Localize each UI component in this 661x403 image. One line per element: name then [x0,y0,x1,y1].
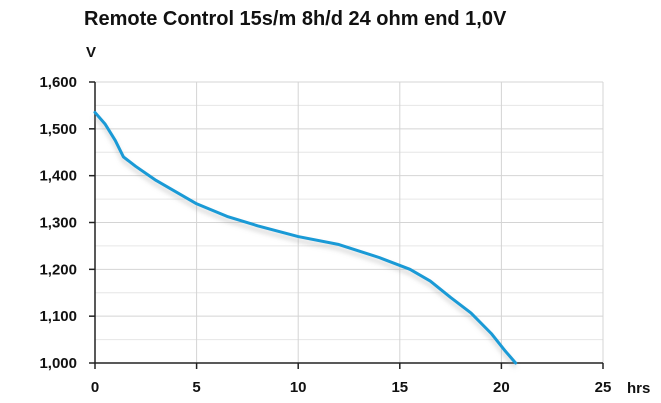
x-tick-label: 0 [91,379,99,396]
series-line [93,110,518,365]
y-axis-title: V [86,44,96,61]
series-layer [93,110,518,368]
x-tick-label: 10 [290,379,307,396]
x-axis-title: hrs [627,380,650,397]
y-tick-label: 1,100 [39,308,77,325]
x-tick-label: 5 [192,379,200,396]
y-tick-label: 1,600 [39,74,77,91]
x-tick-label: 15 [391,379,408,396]
grid [95,81,604,363]
series-line-shadow [93,115,517,368]
y-tick-label: 1,400 [39,168,77,185]
x-tick-label: 25 [595,379,612,396]
tick-labels: 1,000 1,100 1,200 1,300 1,400 1,500 1,600 0 5 10 1… [39,74,611,396]
y-tick-label: 1,000 [39,355,77,372]
y-tick-label: 1,500 [39,121,77,138]
x-tick-label: 20 [493,379,510,396]
y-tick-label: 1,300 [39,215,77,232]
chart-title: Remote Control 15s/m 8h/d 24 ohm end 1,0… [84,8,507,30]
y-tick-label: 1,200 [39,261,77,278]
axes [89,81,604,369]
